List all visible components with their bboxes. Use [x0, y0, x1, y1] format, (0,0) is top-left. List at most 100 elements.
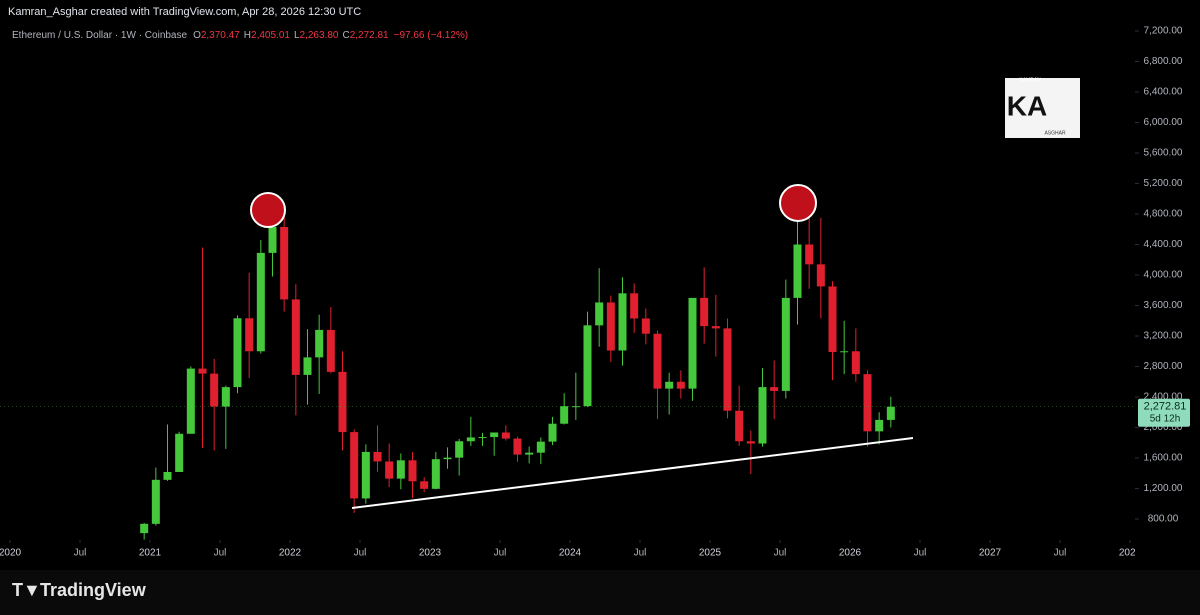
- ohlc-key: L: [294, 30, 300, 41]
- candle-body: [723, 328, 732, 411]
- x-tick-label: 2020: [0, 548, 22, 559]
- candle-body: [560, 406, 569, 424]
- candle-body: [863, 374, 872, 432]
- logo-mark: T▼: [12, 580, 41, 600]
- candle-body: [175, 433, 184, 472]
- candle-body: [828, 286, 837, 353]
- candle-body: [280, 226, 289, 300]
- ohlc-value: 2,263.80: [300, 30, 339, 41]
- candle-body: [245, 318, 254, 352]
- x-tick-label: Jul: [74, 548, 87, 559]
- y-tick-label: 3,200.00: [1144, 331, 1183, 342]
- candle-body: [210, 373, 219, 407]
- candle-body: [326, 329, 335, 372]
- candle-body: [385, 461, 394, 479]
- candle-body: [688, 297, 697, 389]
- watermark-top: KAMRAN: [1019, 77, 1041, 83]
- candle-body: [256, 252, 265, 352]
- candle-body: [455, 441, 464, 458]
- candle-body: [350, 432, 359, 499]
- candle-body: [875, 419, 884, 432]
- candle-body: [735, 410, 744, 442]
- candle-body: [198, 368, 207, 374]
- candle-body: [443, 457, 452, 460]
- brand: TradingView: [40, 580, 147, 600]
- candle-body: [583, 325, 592, 407]
- candle-body: [758, 387, 767, 444]
- x-tick-label: Jul: [214, 548, 227, 559]
- candle-body: [816, 264, 825, 287]
- y-tick-label: 2,400.00: [1144, 392, 1183, 403]
- candle-body: [606, 302, 615, 351]
- candle-body: [420, 481, 429, 489]
- y-tick-label: 5,200.00: [1144, 178, 1183, 189]
- watermark: KAMRAN KA ASGHAR: [1005, 77, 1080, 138]
- ohlc-key: O: [193, 30, 201, 41]
- candle-body: [361, 451, 370, 499]
- top-marker: [779, 184, 817, 222]
- candle-body: [268, 226, 277, 253]
- x-tick-label: 2023: [419, 548, 442, 559]
- x-tick-label: Jul: [1054, 548, 1067, 559]
- candle-body: [618, 293, 627, 351]
- candle-body: [151, 479, 160, 524]
- candle-body: [233, 318, 242, 388]
- x-tick-label: 2022: [279, 548, 302, 559]
- x-tick-label: Jul: [634, 548, 647, 559]
- y-tick-label: 2,800.00: [1144, 361, 1183, 372]
- candle-body: [396, 460, 405, 479]
- candle-body: [525, 452, 534, 455]
- x-tick-label: Jul: [914, 548, 927, 559]
- candle-body: [513, 438, 522, 455]
- x-tick-label: 2027: [979, 548, 1002, 559]
- x-tick-label: 2024: [559, 548, 582, 559]
- last-price-tag: [1138, 398, 1190, 427]
- candle-body: [221, 387, 230, 407]
- legend: Ethereum / U.S. Dollar · 1W · Coinbase O 2…: [12, 30, 468, 41]
- top-marker: [250, 192, 286, 228]
- candle-body: [431, 459, 440, 489]
- candle-body: [548, 423, 557, 442]
- x-tick-label: Jul: [354, 548, 367, 559]
- candle-body: [501, 432, 510, 439]
- x-axis: 2020 Jul 2021 Jul 2022 Jul 2023 Jul 2024 Jul 2025 J…: [0, 540, 1142, 559]
- y-tick-label: 5,600.00: [1144, 148, 1183, 159]
- candle-body: [338, 371, 347, 433]
- candle-body: [595, 302, 604, 326]
- background: [0, 0, 1200, 570]
- y-tick-label: 4,000.00: [1144, 270, 1183, 281]
- ohlc-value: 2,272.81: [350, 30, 389, 41]
- y-tick-label: 1,200.00: [1144, 483, 1183, 494]
- candle-body: [781, 297, 790, 391]
- symbol: Ethereum / U.S. Dollar · 1W · Coinbase: [12, 30, 187, 41]
- ohlc-key: H: [244, 30, 251, 41]
- x-tick-label: 2028: [1119, 548, 1142, 559]
- candle-body: [641, 318, 650, 334]
- candle-body: [373, 451, 382, 462]
- y-tick-label: 4,800.00: [1144, 209, 1183, 220]
- x-tick-label: Jul: [774, 548, 787, 559]
- y-tick-label: 1,600.00: [1144, 453, 1183, 464]
- candle-body: [466, 437, 475, 442]
- x-tick-label: 2025: [699, 548, 722, 559]
- plot-area: [140, 202, 895, 540]
- candle-body: [676, 381, 685, 389]
- candle-body: [571, 406, 580, 408]
- candle-body: [665, 381, 674, 389]
- candle-body: [140, 523, 149, 534]
- watermark-bg: [1005, 78, 1080, 138]
- candle-body: [793, 244, 802, 298]
- ohlc-key: C: [342, 30, 349, 41]
- y-tick-label: 6,800.00: [1144, 56, 1183, 67]
- watermark-initials: KA: [1007, 90, 1047, 121]
- y-tick-label: 800.00: [1148, 514, 1179, 525]
- y-tick-label: 7,200.00: [1144, 26, 1183, 37]
- candle-body: [186, 368, 195, 434]
- candle-body: [303, 357, 312, 375]
- candle-body: [770, 387, 779, 391]
- watermark-bottom: ASGHAR: [1044, 130, 1066, 136]
- candle-body: [490, 432, 499, 438]
- y-tick-label: 2,000.00: [1144, 422, 1183, 433]
